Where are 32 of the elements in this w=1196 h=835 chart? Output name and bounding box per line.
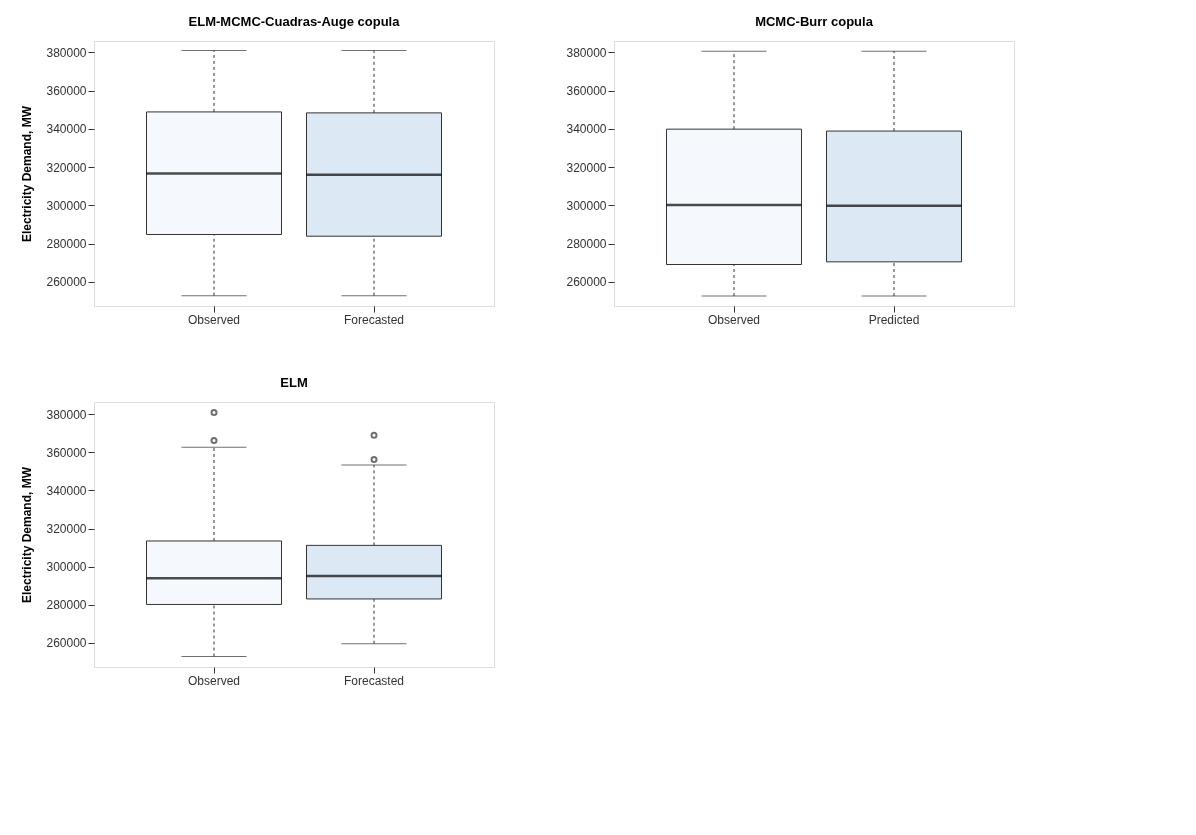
x-tick-label: Forecasted xyxy=(343,312,405,327)
y-tick-label: 320000 xyxy=(46,160,87,175)
y-tick-label: 340000 xyxy=(566,122,607,137)
y-tick-label: 380000 xyxy=(566,45,607,60)
y-tick-label: 320000 xyxy=(566,160,607,175)
y-tick-label: 360000 xyxy=(566,84,607,99)
x-tick-label: Observed xyxy=(187,673,241,688)
y-tick-label: 380000 xyxy=(46,45,87,60)
y-tick-label: 260000 xyxy=(46,636,87,651)
y-tick-label: 300000 xyxy=(46,560,87,575)
x-tick-label: Forecasted xyxy=(343,673,405,688)
y-tick-label: 340000 xyxy=(46,122,87,137)
chart-title: ELM-MCMC-Cuadras-Auge copula xyxy=(188,14,401,29)
y-tick-label: 260000 xyxy=(566,275,607,290)
x-tick-label: Predicted xyxy=(868,312,920,327)
y-tick-label: 280000 xyxy=(566,237,607,252)
y-tick-label: 280000 xyxy=(46,237,87,252)
y-tick-label: 300000 xyxy=(46,198,87,213)
y-tick-label: 300000 xyxy=(566,198,607,213)
x-tick-label: Observed xyxy=(707,312,761,327)
chart-title: MCMC-Burr copula xyxy=(755,14,874,29)
y-axis-title: Electricity Demand, MW xyxy=(20,105,35,243)
y-tick-label: 380000 xyxy=(46,407,87,422)
y-tick-label: 340000 xyxy=(46,483,87,498)
y-tick-label: 360000 xyxy=(46,445,87,460)
y-tick-label: 280000 xyxy=(46,598,87,613)
y-tick-label: 360000 xyxy=(46,84,87,99)
chart-title: ELM xyxy=(280,375,308,390)
x-tick-label: Observed xyxy=(187,312,241,327)
y-axis-title: Electricity Demand, MW xyxy=(20,466,35,604)
y-tick-label: 260000 xyxy=(46,275,87,290)
y-tick-label: 320000 xyxy=(46,522,87,537)
